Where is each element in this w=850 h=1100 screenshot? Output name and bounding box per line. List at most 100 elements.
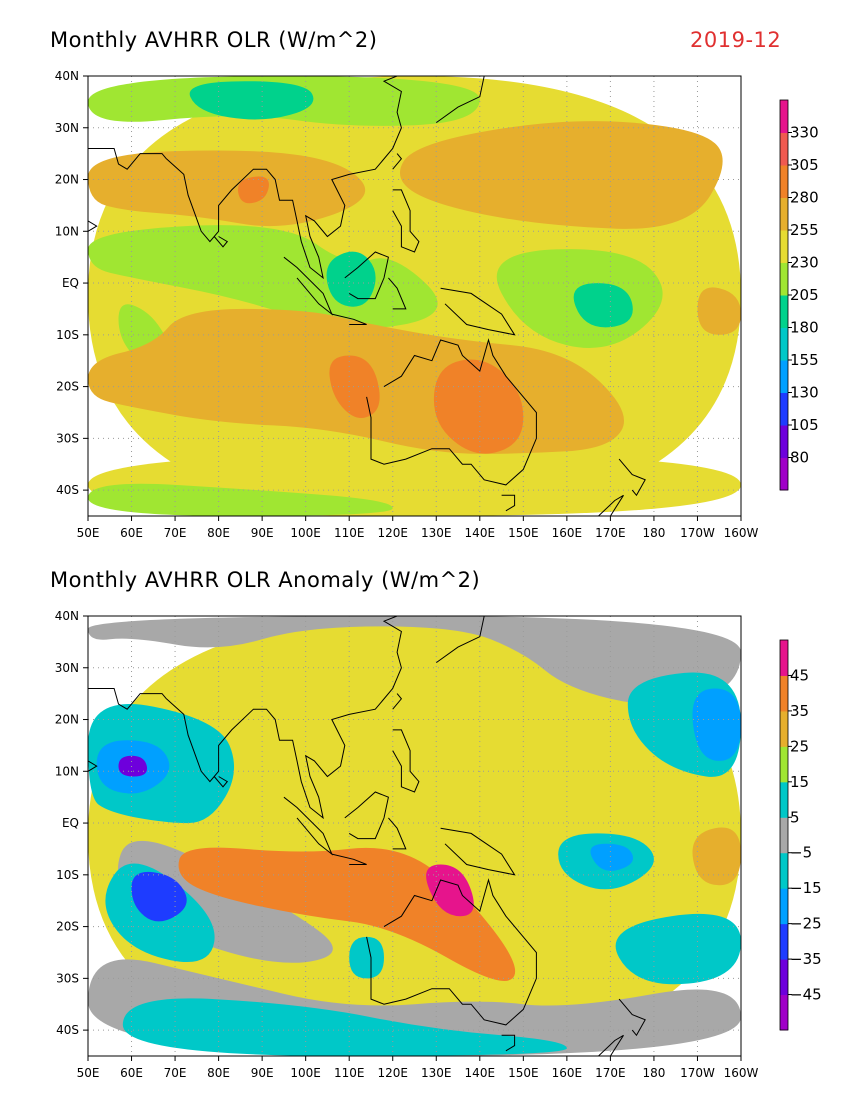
x-tick-label: 130E — [421, 526, 452, 540]
panel-2: 50E 60E 70E 80E 90E 100E 110E 120E 130E 140E 150E 1… — [55, 609, 822, 1080]
x-tick-label: 180 — [642, 526, 665, 540]
y-tick-label: 10N — [55, 224, 79, 238]
colorbar-swatch — [780, 817, 788, 854]
contour-region-15 — [697, 287, 741, 335]
y-tick-label: 30N — [55, 121, 79, 135]
chart-title-anomaly: Monthly AVHRR OLR Anomaly (W/m^2) — [50, 568, 481, 592]
contour-region-17 — [88, 483, 393, 516]
colorbar-swatch — [780, 392, 788, 426]
colorbar-label: 80 — [790, 449, 809, 467]
x-tick-label: 150E — [508, 1066, 539, 1080]
contour-region-15 — [692, 688, 741, 761]
coastline — [597, 494, 624, 516]
contour-region-13 — [590, 843, 634, 871]
colorbar-label: −15 — [790, 879, 822, 897]
coastline — [597, 1034, 624, 1056]
contour-region-2 — [88, 616, 741, 704]
y-tick-label: 40S — [56, 483, 79, 497]
contour-region-17 — [692, 827, 741, 886]
x-tick-label: 180 — [642, 1066, 665, 1080]
coastline — [88, 148, 167, 170]
colorbar-swatch — [780, 746, 788, 783]
colorbar-label: −25 — [790, 915, 822, 933]
contour-region-6 — [399, 121, 723, 229]
contour-region-10 — [573, 283, 633, 328]
colorbar-label: 205 — [790, 286, 819, 304]
colorbar-label: 15 — [790, 773, 809, 791]
colorbar-swatch — [780, 923, 788, 960]
colorbar-swatch — [780, 165, 788, 198]
coastline — [440, 827, 516, 876]
x-tick-label: 80E — [207, 1066, 230, 1080]
contour-region-13 — [329, 355, 380, 418]
x-tick-label: 150E — [508, 526, 539, 540]
y-tick-label: 40N — [55, 609, 79, 623]
coastline — [88, 688, 167, 710]
x-tick-label: 100E — [290, 526, 321, 540]
coastline — [166, 616, 402, 820]
coastline — [388, 817, 407, 850]
colorbar-label: 255 — [790, 221, 819, 239]
contour-region-3 — [189, 81, 314, 120]
colorbar-label: 280 — [790, 189, 819, 207]
x-tick-label: 160E — [552, 526, 583, 540]
x-tick-label: 160W — [724, 1066, 759, 1080]
coastline — [344, 791, 389, 840]
y-tick-label: 10S — [56, 868, 79, 882]
coastlines — [88, 76, 646, 516]
coastline — [388, 277, 407, 310]
date-label: 2019-12 — [690, 28, 782, 52]
x-tick-label: 70E — [164, 1066, 187, 1080]
x-tick-label: 90E — [251, 1066, 274, 1080]
colorbar-swatch — [780, 710, 788, 747]
coastline — [88, 220, 98, 232]
contour-region-7 — [118, 755, 148, 777]
contour-region-16 — [615, 913, 741, 985]
field — [88, 76, 741, 516]
x-tick-label: 50E — [77, 526, 100, 540]
colorbar-label: 305 — [790, 156, 819, 174]
colorbar-label: 5 — [790, 808, 800, 826]
x-tick-label: 160W — [724, 526, 759, 540]
colorbar-swatch — [780, 262, 788, 296]
x-tick-label: 120E — [377, 1066, 408, 1080]
x-tick-label: 140E — [465, 1066, 496, 1080]
y-tick-label: 20N — [55, 173, 79, 187]
colorbar-swatch — [780, 100, 788, 133]
x-tick-label: 160E — [552, 1066, 583, 1080]
contour-region-14 — [433, 359, 524, 454]
x-tick-label: 170E — [595, 1066, 626, 1080]
colorbar-label: 155 — [790, 351, 819, 369]
coastline — [213, 236, 229, 248]
coastline — [283, 256, 334, 316]
contour-region-19 — [349, 936, 384, 979]
y-tick-label: 10S — [56, 328, 79, 342]
coastline — [440, 287, 516, 336]
coastline — [392, 189, 420, 253]
coastline — [501, 1034, 516, 1052]
colorbar-label: 25 — [790, 737, 809, 755]
grid — [88, 76, 741, 516]
coastline — [366, 338, 537, 486]
colorbar-label: 35 — [790, 702, 809, 720]
colorbar-label: 45 — [790, 666, 809, 684]
contour-region-4 — [88, 150, 366, 227]
y-tick-label: 40S — [56, 1023, 79, 1037]
y-tick-label: 20S — [56, 380, 79, 394]
colorbar-label: −45 — [790, 986, 822, 1004]
x-tick-label: 90E — [251, 526, 274, 540]
y-tick-label: EQ — [62, 816, 79, 830]
x-tick-label: 60E — [120, 1066, 143, 1080]
x-tick-label: 140E — [465, 526, 496, 540]
coastline — [392, 153, 403, 170]
colorbar-swatch — [780, 675, 788, 712]
coastline — [166, 76, 402, 280]
colorbar-swatch — [780, 994, 788, 1031]
x-tick-label: 110E — [334, 1066, 365, 1080]
colorbar-swatch — [780, 888, 788, 925]
coastline — [618, 998, 646, 1037]
colorbar-label: 180 — [790, 319, 819, 337]
contour-region-5 — [237, 176, 269, 204]
y-tick-label: 30N — [55, 661, 79, 675]
